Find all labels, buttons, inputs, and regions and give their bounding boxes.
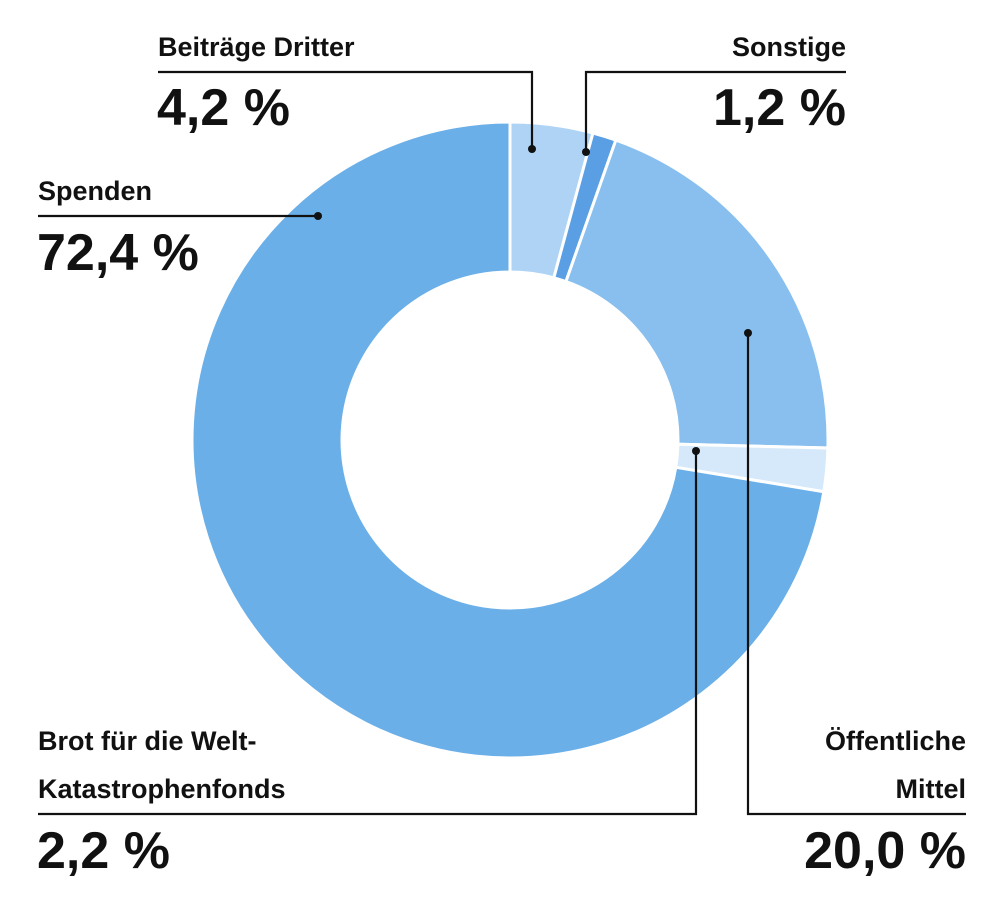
leader-line-sonstige xyxy=(584,70,846,152)
leader-lines xyxy=(38,70,966,816)
value-sonstige: 1,2 % xyxy=(713,79,846,137)
value-beitraege: 4,2 % xyxy=(157,79,290,137)
label-brot-line-1: Brot für die Welt- xyxy=(38,726,257,756)
donut-slices xyxy=(190,120,830,760)
label-beitraege: Beiträge Dritter xyxy=(158,32,355,62)
leader-dot-oeffentliche xyxy=(744,329,752,337)
leader-dots xyxy=(314,145,752,455)
label-brot-line-2: Katastrophenfonds xyxy=(38,774,286,804)
value-oeffentliche: 20,0 % xyxy=(804,822,966,880)
leader-line-beitraege xyxy=(158,70,534,149)
leader-line-brot xyxy=(38,451,698,816)
label-oeffentliche-line-1: Öffentliche xyxy=(825,726,966,756)
value-spenden: 72,4 % xyxy=(37,224,199,282)
leader-dot-spenden xyxy=(314,212,322,220)
label-sonstige: Sonstige xyxy=(732,32,846,62)
slice-spenden xyxy=(190,120,826,760)
label-spenden: Spenden xyxy=(38,176,152,206)
slice-öffentliche-mittel xyxy=(564,138,830,450)
leader-dot-beitraege xyxy=(528,145,536,153)
leader-dot-sonstige xyxy=(582,148,590,156)
leader-line-oeffentliche xyxy=(746,333,966,816)
value-brot: 2,2 % xyxy=(37,822,170,880)
label-oeffentliche-line-2: Mittel xyxy=(896,774,967,804)
leader-dot-brot xyxy=(692,447,700,455)
